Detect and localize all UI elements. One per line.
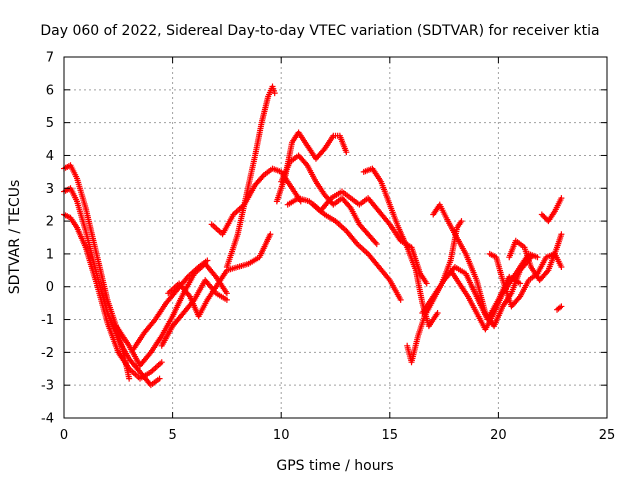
data-point	[223, 296, 230, 303]
data-point	[534, 254, 541, 261]
data-point	[434, 309, 441, 316]
x-tick-label: 5	[168, 428, 176, 443]
y-tick-label: 0	[46, 280, 54, 295]
data-point	[204, 257, 211, 264]
plot-frame	[63, 56, 608, 419]
data-point	[271, 90, 278, 97]
x-tick-label: 15	[382, 428, 399, 443]
data-point	[538, 211, 545, 218]
series-arc-14	[360, 165, 441, 330]
data-point	[397, 296, 404, 303]
series-arc-22	[554, 303, 565, 313]
data-point	[540, 212, 547, 219]
data-point	[373, 241, 380, 248]
y-axis-title: SDTVAR / TECUs	[7, 180, 23, 295]
data-point	[156, 375, 163, 382]
y-tick-label: 1	[46, 247, 54, 262]
y-tick-label: 4	[46, 149, 54, 164]
data-point	[423, 280, 430, 287]
series-arc-21	[538, 195, 565, 225]
data-point	[558, 231, 565, 238]
data-point	[541, 214, 548, 221]
series-arc-3	[61, 211, 165, 382]
series-arc-20	[506, 231, 565, 284]
data-point	[558, 264, 565, 271]
y-tick-label: 2	[46, 215, 54, 230]
series-arc-12	[284, 188, 430, 287]
y-tick-label: 7	[46, 51, 54, 66]
x-tick-label: 0	[60, 428, 68, 443]
chart-title: Day 060 of 2022, Sidereal Day-to-day VTE…	[40, 23, 599, 39]
y-tick-label: 3	[46, 182, 54, 197]
series-arc-11	[278, 152, 380, 248]
series-arc-7	[165, 231, 274, 320]
data-point	[223, 290, 230, 297]
series-arc-13	[310, 201, 404, 303]
data-point	[558, 303, 565, 310]
data-point	[517, 280, 524, 287]
y-tick-label: -4	[41, 412, 54, 427]
axis-ticks: 0 5 10 15 20 25 -4 -3 -2 -1 0 1 2 3 4 5 6 7	[41, 51, 615, 444]
data-point	[267, 231, 274, 238]
x-tick-label: 20	[490, 428, 507, 443]
y-tick-label: -2	[41, 346, 54, 361]
data-point	[343, 149, 350, 156]
series-arc-4	[113, 260, 230, 369]
data-point	[158, 359, 165, 366]
data-point	[558, 195, 565, 202]
x-tick-label: 25	[599, 428, 616, 443]
data-point	[542, 215, 549, 222]
y-tick-label: -1	[41, 313, 54, 328]
data-point	[126, 375, 133, 382]
data-point	[458, 218, 465, 225]
x-tick-label: 10	[273, 428, 290, 443]
y-tick-label: -3	[41, 379, 54, 394]
x-axis-title: GPS time / hours	[276, 458, 393, 474]
grid-layer	[64, 57, 607, 418]
data-marks	[61, 83, 565, 389]
series-arc-18	[447, 250, 541, 333]
y-tick-label: 5	[46, 116, 54, 131]
y-tick-label: 6	[46, 83, 54, 98]
series-arc-9	[223, 83, 278, 271]
